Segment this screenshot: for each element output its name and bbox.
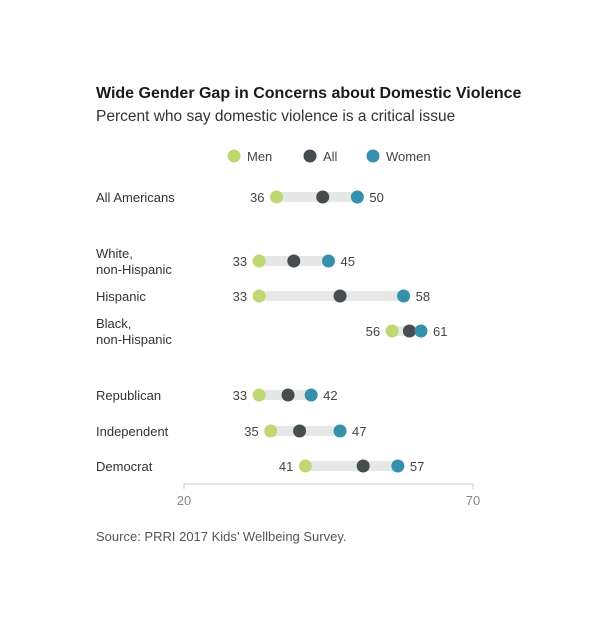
- chart-subtitle: Percent who say domestic violence is a c…: [96, 108, 455, 125]
- dot-women: [350, 190, 364, 204]
- dot-women: [391, 459, 405, 473]
- value-label-women: 42: [323, 388, 337, 403]
- row-label-line: All Americans: [96, 190, 175, 205]
- value-label-men: 35: [244, 424, 258, 439]
- range-bar: [305, 461, 398, 471]
- row-label-line: non-Hispanic: [96, 262, 172, 277]
- dot-men: [252, 388, 266, 402]
- value-label-women: 50: [369, 190, 383, 205]
- row-label-line: Black,: [96, 316, 131, 331]
- source-note: Source: PRRI 2017 Kids’ Wellbeing Survey…: [96, 529, 347, 544]
- dot-men: [264, 424, 278, 438]
- row-0: All Americans 36 50: [96, 190, 384, 205]
- row-label: Democrat: [96, 459, 153, 474]
- row-label: Black, non-Hispanic: [96, 316, 172, 347]
- value-label-men: 41: [279, 459, 293, 474]
- value-label-men: 33: [233, 388, 247, 403]
- dot-all: [402, 324, 416, 338]
- dot-men: [298, 459, 312, 473]
- dot-all: [287, 254, 301, 268]
- dot-women: [322, 254, 335, 268]
- legend: Men All Women: [227, 149, 431, 164]
- row-1: White, non-Hispanic 33 45: [96, 246, 355, 277]
- row-label: White, non-Hispanic: [96, 246, 172, 277]
- range-bar: [259, 291, 404, 301]
- dot-women: [304, 388, 318, 402]
- legend-swatch-all: [303, 149, 317, 163]
- value-label-women: 47: [352, 424, 366, 439]
- legend-swatch-men: [227, 149, 241, 163]
- row-label: Hispanic: [96, 289, 146, 304]
- legend-label-all: All: [323, 149, 338, 164]
- dot-women: [397, 289, 411, 303]
- dot-all: [356, 459, 370, 473]
- row-label-line: Republican: [96, 388, 161, 403]
- row-6: Democrat 41 57: [96, 459, 424, 474]
- dot-all: [293, 424, 307, 438]
- row-5: Independent 35 47: [96, 424, 367, 439]
- x-axis: 20 70: [177, 483, 480, 508]
- row-label-line: White,: [96, 246, 133, 261]
- dot-men: [252, 289, 266, 303]
- row-label-line: non-Hispanic: [96, 332, 172, 347]
- chart-title: Wide Gender Gap in Concerns about Domest…: [96, 85, 522, 102]
- value-label-women: 61: [433, 324, 447, 339]
- legend-swatch-women: [366, 149, 380, 163]
- row-4: Republican 33 42: [96, 388, 338, 403]
- dot-all: [316, 190, 330, 204]
- value-label-men: 33: [233, 289, 247, 304]
- row-label: Independent: [96, 424, 169, 439]
- dot-women: [333, 424, 347, 438]
- value-label-men: 33: [233, 254, 247, 269]
- row-label: All Americans: [96, 190, 175, 205]
- value-label-men: 56: [366, 324, 380, 339]
- row-2: Hispanic 33 58: [96, 289, 430, 304]
- dot-men: [252, 254, 266, 268]
- legend-label-women: Women: [386, 149, 431, 164]
- value-label-women: 58: [416, 289, 430, 304]
- row-3: Black, non-Hispanic 56 61: [96, 316, 447, 347]
- dot-men: [385, 324, 399, 338]
- value-label-women: 57: [410, 459, 424, 474]
- row-label-line: Democrat: [96, 459, 153, 474]
- row-label-line: Hispanic: [96, 289, 146, 304]
- dot-all: [281, 388, 295, 402]
- value-label-women: 45: [341, 254, 355, 269]
- row-label-line: Independent: [96, 424, 169, 439]
- dot-men: [269, 190, 283, 204]
- row-label: Republican: [96, 388, 161, 403]
- dot-all: [333, 289, 347, 303]
- value-label-men: 36: [250, 190, 264, 205]
- dot-women: [414, 324, 428, 338]
- x-tick-label: 70: [466, 493, 480, 508]
- x-tick-label: 20: [177, 493, 191, 508]
- legend-label-men: Men: [247, 149, 272, 164]
